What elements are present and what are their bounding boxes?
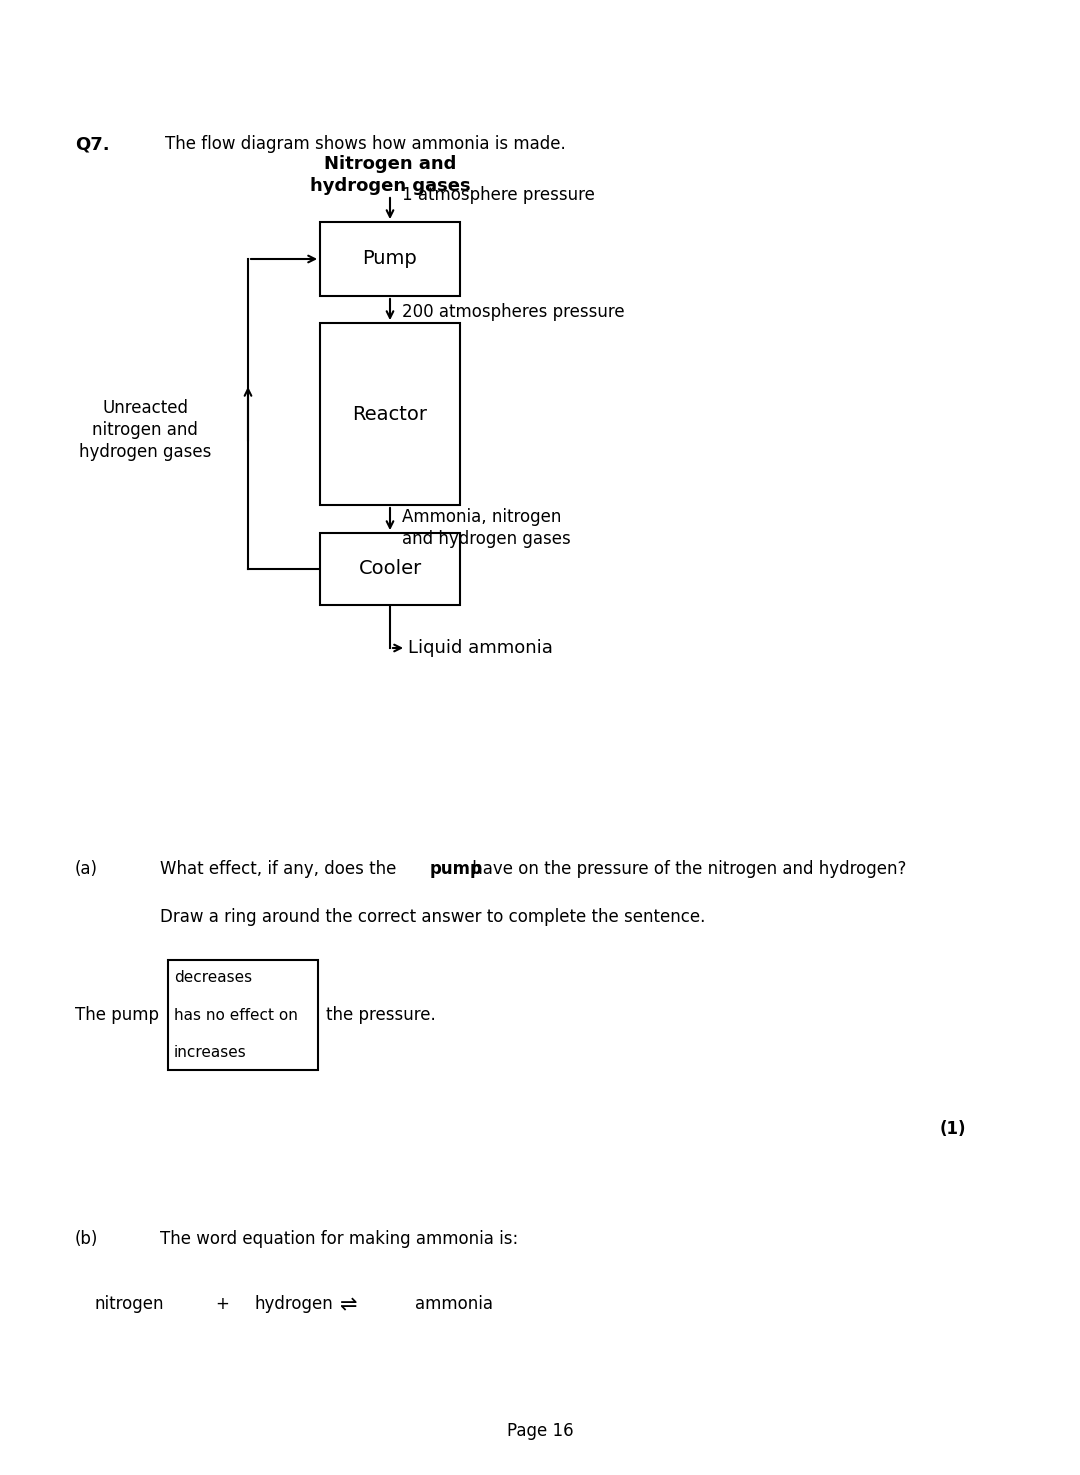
Text: What effect, if any, does the: What effect, if any, does the [160,860,402,878]
Text: (a): (a) [75,860,98,878]
Text: Reactor: Reactor [352,404,428,423]
Text: Draw a ring around the correct answer to complete the sentence.: Draw a ring around the correct answer to… [160,909,705,926]
Text: 200 atmospheres pressure: 200 atmospheres pressure [402,302,624,322]
Text: (1): (1) [940,1120,967,1139]
Text: 1 atmosphere pressure: 1 atmosphere pressure [402,186,595,204]
Text: the pressure.: the pressure. [326,1006,435,1024]
Text: +: + [215,1295,229,1313]
Text: Ammonia, nitrogen
and hydrogen gases: Ammonia, nitrogen and hydrogen gases [402,507,570,549]
Text: The word equation for making ammonia is:: The word equation for making ammonia is: [160,1230,518,1248]
Text: increases: increases [174,1044,246,1061]
Text: (b): (b) [75,1230,98,1248]
Text: Unreacted
nitrogen and
hydrogen gases: Unreacted nitrogen and hydrogen gases [79,398,212,462]
Text: The pump: The pump [75,1006,159,1024]
Bar [320,532,460,605]
Text: decreases: decreases [174,971,252,985]
Text: ⇌: ⇌ [340,1295,357,1316]
Bar [320,223,460,296]
Text: has no effect on: has no effect on [174,1007,298,1022]
Bar [168,960,318,1069]
Text: Cooler: Cooler [359,559,421,578]
Text: pump: pump [430,860,483,878]
Bar [320,323,460,504]
Text: Nitrogen and
hydrogen gases: Nitrogen and hydrogen gases [310,155,470,195]
Text: have on the pressure of the nitrogen and hydrogen?: have on the pressure of the nitrogen and… [467,860,906,878]
Text: Q7.: Q7. [75,136,110,153]
Text: hydrogen: hydrogen [255,1295,334,1313]
Text: The flow diagram shows how ammonia is made.: The flow diagram shows how ammonia is ma… [165,136,566,153]
Text: nitrogen: nitrogen [95,1295,164,1313]
Text: ammonia: ammonia [415,1295,492,1313]
Text: Page 16: Page 16 [507,1422,573,1440]
Text: Pump: Pump [363,249,417,268]
Text: Liquid ammonia: Liquid ammonia [408,639,553,656]
